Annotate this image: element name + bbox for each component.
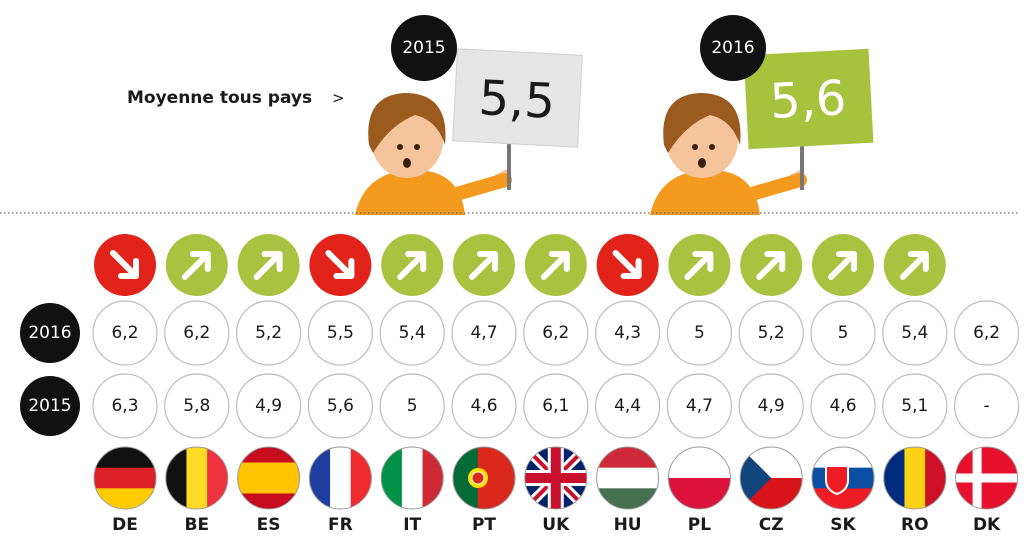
country-code: DK	[973, 515, 1001, 534]
value: 5,2	[255, 323, 282, 343]
row-label: 2015	[28, 396, 71, 416]
country-code: FR	[328, 515, 353, 534]
year-badge-label: 2016	[711, 38, 754, 58]
country-code: PL	[688, 515, 711, 534]
value: 6,2	[111, 323, 138, 343]
sign-value: 5,6	[769, 70, 848, 130]
country-code: BE	[185, 515, 210, 534]
country-code: RO	[901, 515, 929, 534]
value: 5,5	[327, 323, 354, 343]
value: 5,8	[183, 396, 210, 416]
year-badge-label: 2015	[402, 38, 445, 58]
value: 5,4	[901, 323, 928, 343]
value: 5,2	[758, 323, 785, 343]
value: 6,2	[973, 323, 1000, 343]
value: 5	[407, 396, 418, 416]
value: 5	[694, 323, 705, 343]
country-code: ES	[257, 515, 281, 534]
value: 5,6	[327, 396, 354, 416]
average-label: Moyenne tous pays	[127, 88, 312, 108]
value: 4,9	[758, 396, 785, 416]
value: 4,6	[829, 396, 856, 416]
value: 4,4	[614, 396, 641, 416]
value: 6,3	[111, 396, 138, 416]
value: 6,2	[542, 323, 569, 343]
value: 4,9	[255, 396, 282, 416]
sign-value: 5,5	[477, 70, 556, 130]
sign: 5,5	[453, 49, 583, 147]
country-code: DE	[112, 515, 138, 534]
value: 4,7	[470, 323, 497, 343]
value: 4,3	[614, 323, 641, 343]
infographic: Moyenne tous pays > 5,5 2015 5,6 2016 20…	[0, 0, 1027, 534]
sign: 5,6	[744, 49, 874, 149]
average-arrow: >	[332, 89, 345, 107]
value: 4,6	[470, 396, 497, 416]
value: 4,7	[686, 396, 713, 416]
country-code: UK	[542, 515, 570, 534]
value: 5,1	[901, 396, 928, 416]
country-code: PT	[472, 515, 496, 534]
row-label: 2016	[28, 323, 71, 343]
country-code: IT	[403, 515, 421, 534]
value: 5	[838, 323, 849, 343]
country-code: HU	[614, 515, 642, 534]
value: 6,1	[542, 396, 569, 416]
country-code: CZ	[759, 515, 784, 534]
value: -	[984, 396, 990, 416]
value: 6,2	[183, 323, 210, 343]
value: 5,4	[399, 323, 426, 343]
country-code: SK	[830, 515, 856, 534]
